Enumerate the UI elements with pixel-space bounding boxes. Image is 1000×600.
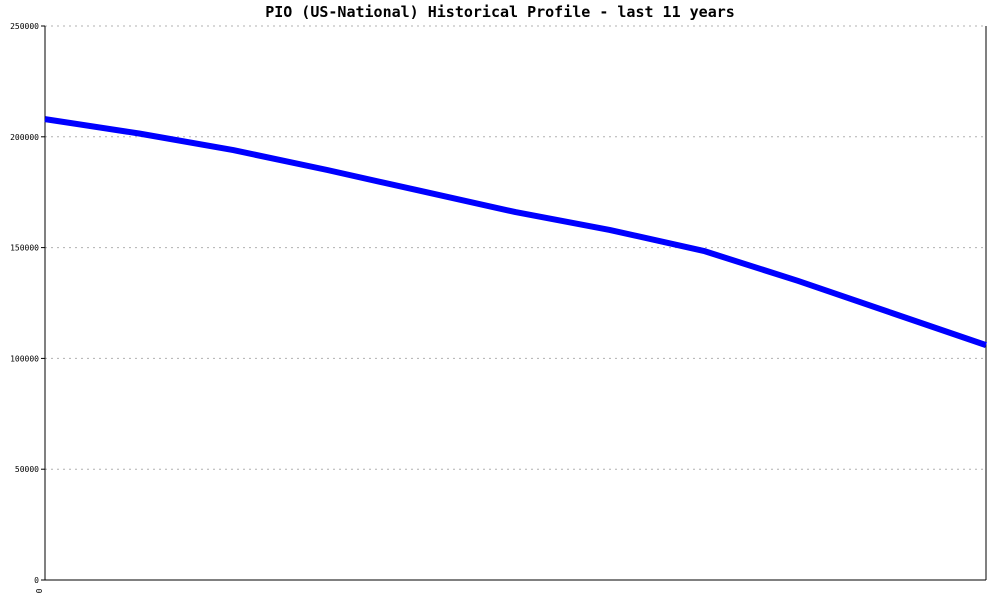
y-tick-label: 150000 [10, 244, 39, 253]
x-tick-label: 0 [35, 588, 44, 593]
axes [41, 25, 987, 581]
y-tick-label: 250000 [10, 22, 39, 31]
chart-title: PIO (US-National) Historical Profile - l… [265, 3, 735, 21]
y-tick-label: 200000 [10, 133, 39, 142]
tick-labels: 0 50000 100000 150000 200000 250000 0 [10, 22, 44, 593]
y-tick-label: 0 [34, 576, 39, 585]
y-tick-label: 50000 [15, 465, 39, 474]
series-line [44, 116, 987, 348]
grid-lines [45, 25, 986, 470]
y-tick-label: 100000 [10, 354, 39, 363]
series-layer [44, 116, 987, 348]
